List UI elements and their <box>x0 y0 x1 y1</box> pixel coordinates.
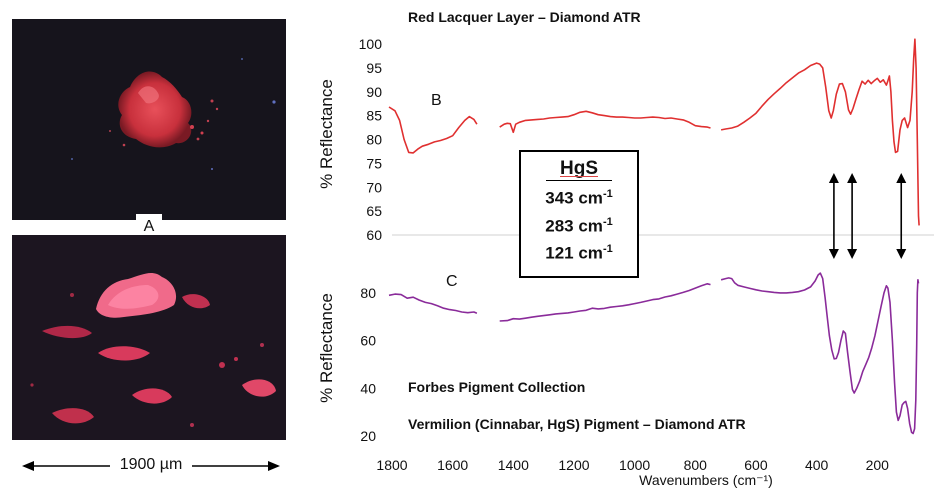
hgs-peak-1: 343 cm-1 <box>545 188 613 208</box>
hgs-peak-2: 283 cm-1 <box>545 215 613 236</box>
y-tick-label-lower: 20 <box>360 428 376 444</box>
y-axis-label-lower: % Reflectance <box>317 293 336 403</box>
x-tick-label: 1600 <box>437 457 468 473</box>
band-arrow <box>847 173 858 259</box>
y-tick-label-upper: 70 <box>366 179 382 195</box>
y-tick-label-lower: 80 <box>360 285 376 301</box>
micrograph-top <box>12 19 286 220</box>
series-b-segment <box>720 38 920 226</box>
y-tick-label-upper: 60 <box>366 227 382 243</box>
y-axis-label-upper: % Reflectance <box>317 79 336 189</box>
series-c-segment <box>499 282 711 322</box>
x-tick-label: 1000 <box>619 457 650 473</box>
y-tick-label-lower: 40 <box>360 380 376 396</box>
y-tick-label-upper: 80 <box>366 132 382 148</box>
series-label-c: C <box>446 273 458 290</box>
series-c-segment <box>720 272 920 435</box>
x-tick-label: 200 <box>866 457 890 473</box>
y-tick-label-upper: 95 <box>366 60 382 76</box>
x-tick-label: 1200 <box>558 457 589 473</box>
scale-bar: 1900 µm <box>20 452 282 480</box>
scale-label: 1900 µm <box>109 456 193 473</box>
y-tick-label-upper: 75 <box>366 155 382 171</box>
y-tick-label-upper: 85 <box>366 108 382 124</box>
chart-title: Red Lacquer Layer – Diamond ATR <box>408 9 641 25</box>
spectra-chart: 60 65 70 75 80 85 90 95 100 20 40 60 80 1800 1600 1400 1… <box>317 9 934 488</box>
y-tick-label-upper: 65 <box>366 203 382 219</box>
x-axis-label: Wavenumbers (cm⁻¹) <box>639 472 773 488</box>
series-b-segment <box>388 106 478 154</box>
x-tick-label: 1400 <box>498 457 529 473</box>
micrograph-bottom <box>12 235 286 440</box>
series-label-b: B <box>431 92 442 109</box>
series-b-segment <box>499 110 711 134</box>
x-tick-label: 800 <box>684 457 708 473</box>
annotation-forbes: Forbes Pigment Collection <box>408 379 585 395</box>
band-arrow <box>896 173 907 259</box>
y-tick-label-upper: 90 <box>366 84 382 100</box>
x-tick-label: 600 <box>744 457 768 473</box>
x-tick-label: 400 <box>805 457 829 473</box>
hgs-annotation-box: HgS 343 cm-1 283 cm-1 121 cm-1 <box>519 150 639 278</box>
y-tick-label-lower: 60 <box>360 333 376 349</box>
hgs-title: HgS <box>546 158 612 181</box>
annotation-vermilion: Vermilion (Cinnabar, HgS) Pigment – Diam… <box>408 416 746 432</box>
hgs-peak-3: 121 cm-1 <box>545 243 613 263</box>
x-tick-label: 1800 <box>376 457 407 473</box>
y-tick-label-upper: 100 <box>359 36 383 52</box>
series-c-segment <box>388 293 478 314</box>
band-arrow <box>828 173 839 259</box>
